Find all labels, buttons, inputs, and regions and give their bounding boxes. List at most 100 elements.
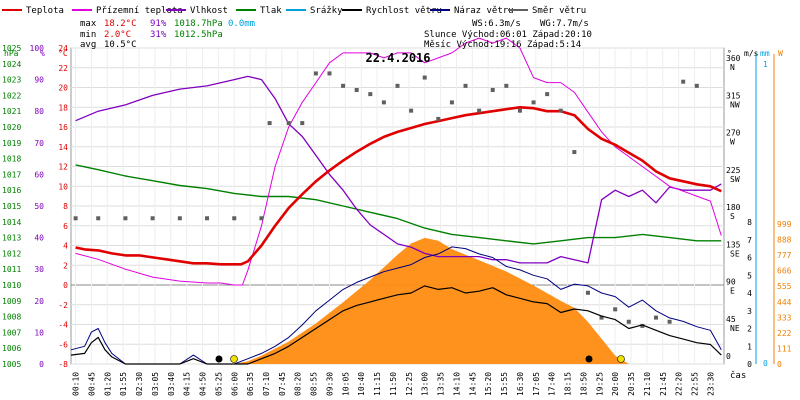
time-tick-label: 04:50 xyxy=(199,372,208,396)
wind-tick-label: 4 xyxy=(747,289,752,298)
humidity-tick-label: 30 xyxy=(34,265,44,274)
wind-direction-point xyxy=(585,290,590,295)
stats-max-rain: 0.0mm xyxy=(228,19,255,29)
pressure-tick-label: 1016 xyxy=(2,186,21,195)
series-temperature-line xyxy=(75,106,722,266)
wind-direction-point xyxy=(422,75,427,80)
humidity-tick-label: 100 xyxy=(30,44,45,53)
wind-direction-point xyxy=(558,108,563,113)
stats-min-temp: 2.0°C xyxy=(104,30,131,40)
time-tick-label: 11:50 xyxy=(389,372,398,396)
time-tick-label: 09:30 xyxy=(325,372,334,396)
time-tick-label: 07:10 xyxy=(262,372,271,396)
wind-direction-point xyxy=(490,87,495,92)
humidity-tick-label: 90 xyxy=(34,76,44,85)
legend-label-rain: Srážky xyxy=(310,6,343,16)
wind-tick-label: 8 xyxy=(747,218,752,227)
time-tick-label: 04:15 xyxy=(183,372,192,396)
wind-tick-label: 1 xyxy=(747,342,752,351)
series-humidity-line xyxy=(75,75,722,264)
time-tick-label: 07:45 xyxy=(278,372,287,396)
wind-direction-point xyxy=(205,216,210,221)
info-sun: Slunce Východ:06:01 Západ:20:10 xyxy=(424,30,592,40)
wind-direction-point xyxy=(436,116,441,121)
direction-compass-label: SE xyxy=(730,249,740,258)
pressure-tick-label: 1010 xyxy=(2,281,21,290)
direction-compass-label: S xyxy=(730,212,735,221)
direction-tick-label: 0 xyxy=(726,352,731,361)
temperature-tick-label: -6 xyxy=(58,340,68,349)
wind-direction-point xyxy=(177,216,182,221)
time-tick-label: 14:10 xyxy=(452,372,461,396)
wind-tick-label: 5 xyxy=(747,271,752,280)
rain-tick-label: 1 xyxy=(763,60,768,69)
stats-max-temp: 18.2°C xyxy=(104,19,137,29)
time-tick-label: 00:10 xyxy=(72,372,81,396)
solar-tick-label: 888 xyxy=(777,236,792,245)
direction-tick-label: 360 xyxy=(726,54,741,63)
series-ground-temp-line xyxy=(75,37,722,286)
temperature-tick-label: 12 xyxy=(58,163,68,172)
time-tick-label: 19:25 xyxy=(595,372,604,396)
time-tick-label: 00:45 xyxy=(87,372,96,396)
wind-direction-point xyxy=(150,216,155,221)
solar-tick-label: 333 xyxy=(777,313,792,322)
wind-tick-label: 3 xyxy=(747,307,752,316)
info-wind-speed: WS:6.3m/s xyxy=(472,19,521,29)
solar-axis-unit: W xyxy=(778,49,783,58)
direction-compass-label: SW xyxy=(730,175,740,184)
wind-direction-point xyxy=(286,121,291,126)
pressure-tick-label: 1013 xyxy=(2,234,21,243)
temperature-tick-label: 18 xyxy=(58,103,68,112)
wind-direction-point xyxy=(354,87,359,92)
stats-max-pressure: 1018.7hPa xyxy=(174,19,223,29)
wind-direction-point xyxy=(599,315,604,320)
temperature-tick-label: 8 xyxy=(63,202,68,211)
wind-tick-label: 2 xyxy=(747,325,752,334)
wind-tick-label: 6 xyxy=(747,254,752,263)
pressure-tick-label: 1025 xyxy=(2,44,21,53)
direction-tick-label: 45 xyxy=(726,315,736,324)
moonset-marker-icon xyxy=(215,355,223,363)
time-tick-label: 06:00 xyxy=(230,372,239,396)
wind-direction-point xyxy=(123,216,128,221)
series-pressure-line xyxy=(75,164,722,245)
time-tick-label: 21:10 xyxy=(643,372,652,396)
pressure-tick-label: 1023 xyxy=(2,76,21,85)
time-tick-label: 17:40 xyxy=(548,372,557,396)
temperature-tick-label: 10 xyxy=(58,182,68,191)
wind-direction-point xyxy=(381,100,386,105)
wind-direction-point xyxy=(327,71,332,76)
legend-label-wind-gust: Náraz větru xyxy=(454,6,514,16)
pressure-tick-label: 1019 xyxy=(2,139,21,148)
direction-tick-label: 270 xyxy=(726,129,741,138)
legend-label-ground-temp: Přízemní teplota xyxy=(96,6,183,16)
time-tick-label: 10:40 xyxy=(357,372,366,396)
direction-tick-label: 180 xyxy=(726,203,741,212)
humidity-tick-label: 60 xyxy=(34,170,44,179)
time-tick-label: 22:20 xyxy=(675,372,684,396)
pressure-tick-label: 1014 xyxy=(2,218,21,227)
wind-direction-point xyxy=(409,108,414,113)
humidity-tick-label: 10 xyxy=(34,328,44,337)
pressure-tick-label: 1015 xyxy=(2,202,21,211)
time-tick-label: 14:45 xyxy=(468,372,477,396)
time-tick-label: 08:55 xyxy=(310,372,319,396)
stats-max-humidity: 91% xyxy=(150,19,167,29)
pressure-tick-label: 1007 xyxy=(2,328,21,337)
temperature-tick-label: 20 xyxy=(58,84,68,93)
wind-direction-point xyxy=(449,100,454,105)
temperature-tick-label: 24 xyxy=(58,44,68,53)
wind-direction-point xyxy=(395,83,400,88)
pressure-axis-unit: hPa xyxy=(4,49,19,58)
time-tick-label: 01:55 xyxy=(119,372,128,396)
temperature-axis-unit: °C xyxy=(58,49,68,58)
stats-min-pressure: 1012.5hPa xyxy=(174,30,223,40)
wind-direction-point xyxy=(517,108,522,113)
wind-direction-point xyxy=(73,216,78,221)
rain-tick-label: 0 xyxy=(763,359,768,368)
temperature-tick-label: 14 xyxy=(58,143,68,152)
stats-min-humidity: 31% xyxy=(150,30,167,40)
time-tick-label: 02:30 xyxy=(135,372,144,396)
pressure-tick-label: 1021 xyxy=(2,107,21,116)
